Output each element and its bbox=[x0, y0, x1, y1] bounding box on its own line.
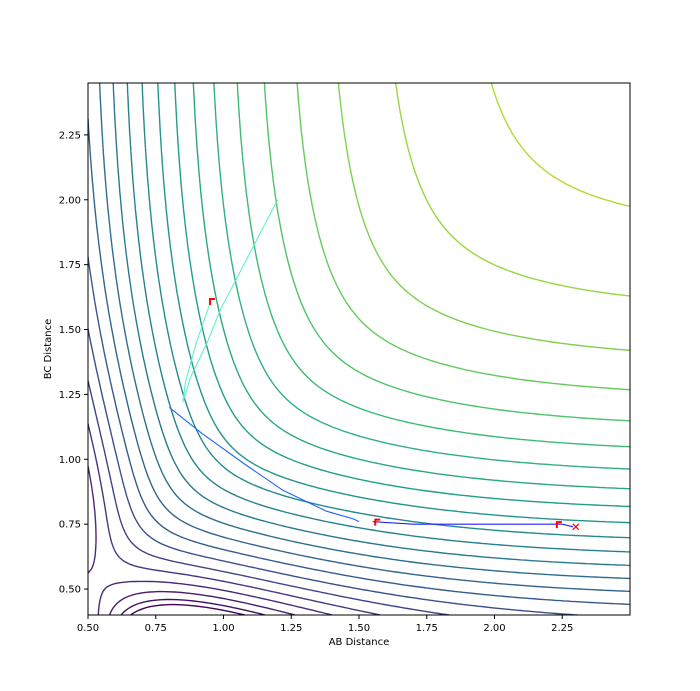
y-tick-label: 1.50 bbox=[59, 325, 81, 336]
x-tick-label: 1.75 bbox=[416, 623, 438, 634]
contour-lines bbox=[88, 83, 630, 615]
y-tick-label: 1.75 bbox=[59, 260, 81, 271]
y-tick-label: 2.00 bbox=[59, 195, 81, 206]
trajectory-series bbox=[182, 199, 279, 403]
contour-level bbox=[141, 83, 630, 539]
contour-level bbox=[490, 83, 630, 207]
contour-level bbox=[236, 83, 630, 448]
x-tick-label: 1.00 bbox=[212, 623, 234, 634]
arrow-marker bbox=[555, 521, 562, 529]
contour-level bbox=[174, 83, 630, 508]
contour-level bbox=[296, 83, 630, 391]
x-axis-label: AB Distance bbox=[329, 637, 390, 648]
y-axis-label: BC Distance bbox=[43, 319, 54, 380]
x-axis: 0.50 0.75 1.00 1.25 1.50 1.75 2.00 2.25 bbox=[77, 615, 573, 634]
y-tick-label: 1.25 bbox=[59, 390, 81, 401]
y-tick-label: 0.75 bbox=[59, 520, 81, 531]
trajectory-lines bbox=[168, 199, 574, 528]
arrow-marker bbox=[208, 297, 215, 305]
end-marker bbox=[572, 523, 580, 531]
arrow-marker bbox=[374, 518, 381, 526]
contour-level bbox=[157, 83, 630, 524]
contour-level bbox=[88, 256, 630, 606]
x-tick-label: 2.00 bbox=[483, 623, 505, 634]
trajectory-series bbox=[168, 406, 360, 523]
y-tick-label: 0.50 bbox=[59, 585, 81, 596]
x-tick-label: 0.75 bbox=[145, 623, 167, 634]
contour-level bbox=[88, 328, 578, 615]
x-tick-label: 0.50 bbox=[77, 623, 99, 634]
x-tick-label: 1.25 bbox=[280, 623, 302, 634]
contour-level bbox=[126, 83, 630, 553]
contour-level bbox=[395, 83, 630, 297]
contour-level bbox=[98, 83, 630, 580]
contour-level bbox=[88, 380, 450, 615]
contour-level bbox=[263, 83, 630, 422]
contour-level bbox=[337, 83, 630, 351]
contour-level bbox=[88, 423, 381, 615]
contour-level bbox=[120, 598, 266, 615]
y-tick-label: 2.25 bbox=[59, 130, 81, 141]
trajectory-series bbox=[372, 521, 574, 528]
contour-level bbox=[88, 118, 630, 592]
contour-level bbox=[88, 465, 333, 615]
trajectory-markers bbox=[208, 297, 580, 531]
contour-level bbox=[213, 83, 630, 470]
contour-level bbox=[112, 83, 630, 567]
x-tick-label: 2.25 bbox=[551, 623, 573, 634]
y-tick-label: 1.00 bbox=[59, 455, 81, 466]
x-tick-label: 1.50 bbox=[348, 623, 370, 634]
contour-level bbox=[108, 590, 296, 615]
y-axis: 0.50 0.75 1.00 1.25 1.50 1.75 2.00 2.25 bbox=[59, 130, 88, 596]
